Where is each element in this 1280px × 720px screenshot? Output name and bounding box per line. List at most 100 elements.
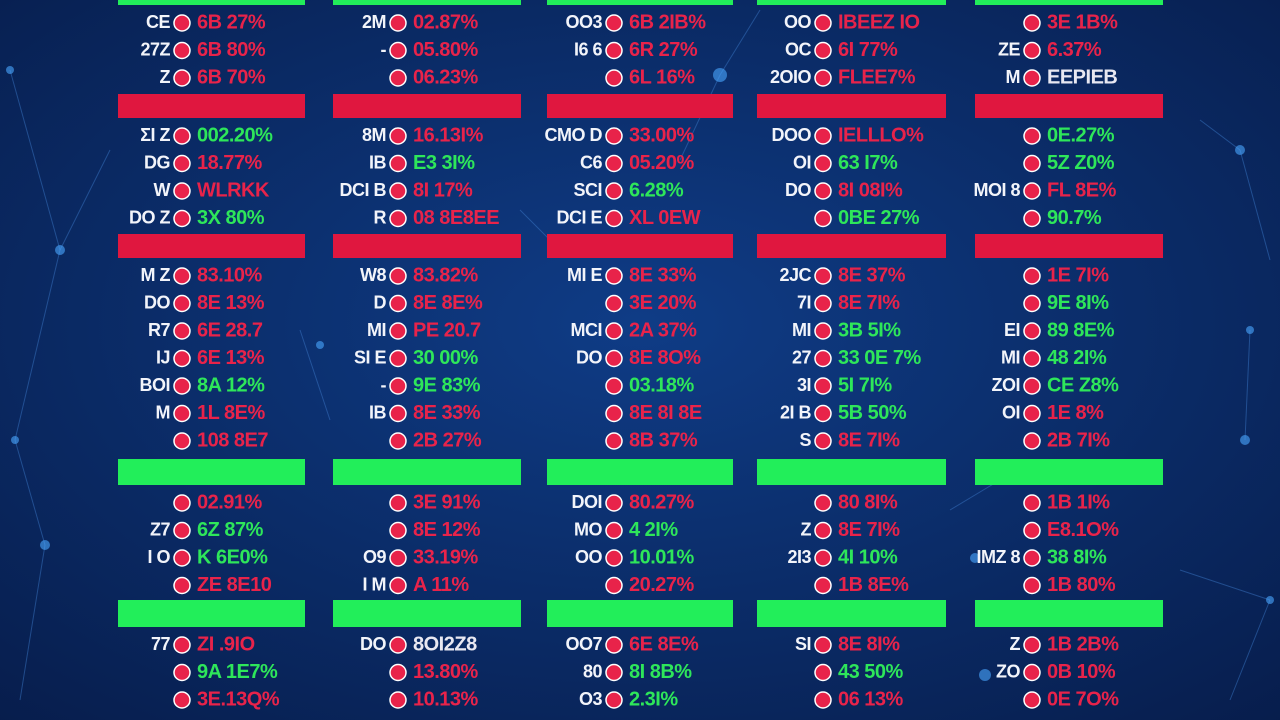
ticker-change: 8E 8E%	[413, 292, 483, 314]
ticker-change: E3 3I%	[413, 152, 475, 174]
ticker-change: 06 13%	[838, 688, 904, 710]
network-decoration	[6, 9, 1274, 701]
ticker-change: 10.13%	[413, 688, 479, 710]
ticker-change: EEPIEB	[1047, 66, 1117, 88]
ticker-icon	[389, 294, 407, 313]
ticker-icon	[814, 322, 832, 340]
ticker-change: IELLLO%	[838, 124, 924, 146]
ticker-symbol: 27Z	[140, 39, 170, 59]
section-bar	[547, 234, 733, 258]
ticker-icon	[389, 41, 407, 60]
ticker-change: 8E 12%	[413, 519, 481, 541]
ticker-change: 2.3I%	[629, 688, 678, 710]
ticker-change: 3B 5I%	[838, 319, 901, 341]
section-bar	[333, 234, 521, 258]
ticker-change: 02.87%	[413, 11, 479, 33]
section-bar	[333, 600, 521, 627]
ticker-icon	[173, 432, 191, 450]
ticker-change: ZI .9IO	[197, 633, 255, 655]
ticker-icon	[389, 209, 407, 228]
ticker-change: 80.27%	[629, 491, 695, 513]
ticker-icon	[173, 14, 191, 32]
ticker-symbol: O9	[363, 547, 387, 567]
section-bar	[333, 94, 521, 118]
ticker-icon	[1023, 209, 1041, 228]
ticker-icon	[1023, 494, 1041, 512]
ticker-change: ZE 8E10	[197, 574, 272, 596]
ticker-change: 8E 7I%	[838, 519, 900, 541]
ticker-change: 8E 13%	[197, 292, 265, 314]
ticker-change: 02.91%	[197, 491, 263, 513]
ticker-icon	[605, 404, 623, 423]
ticker-symbol: O3	[579, 689, 603, 709]
ticker-symbol: ZOI	[992, 375, 1021, 395]
ticker-symbol: MI E	[567, 265, 602, 285]
section-bar	[757, 0, 946, 5]
ticker-icon	[173, 377, 191, 395]
ticker-symbol: BOI	[139, 375, 170, 395]
ticker-icon	[389, 404, 407, 423]
ticker-icon	[605, 41, 623, 60]
ticker-change: 33.00%	[629, 124, 695, 146]
ticker-symbol: M Z	[141, 265, 171, 285]
ticker-icon	[1023, 691, 1041, 709]
ticker-change: 6L 16%	[629, 66, 695, 88]
ticker-change: 6E 28.7	[197, 319, 263, 341]
ticker-symbol: 27	[792, 347, 812, 367]
ticker-change: 03.18%	[629, 374, 695, 396]
ticker-icon	[1023, 349, 1041, 368]
ticker-symbol: DO	[144, 292, 170, 312]
ticker-change: 6I 77%	[838, 39, 898, 61]
ticker-icon	[605, 69, 623, 87]
ticker-symbol: Z	[801, 519, 812, 539]
ticker-change: 8B 37%	[629, 429, 698, 451]
ticker-icon	[605, 294, 623, 313]
section-bar	[757, 94, 946, 118]
ticker-symbol: OI	[793, 152, 811, 172]
ticker-change: 3E 91%	[413, 491, 481, 513]
ticker-symbol: 80	[583, 661, 603, 681]
ticker-change: 8E 7I%	[838, 429, 900, 451]
ticker-symbol: ZO	[996, 661, 1020, 681]
ticker-symbol: OO7	[565, 634, 602, 654]
ticker-change: 6.28%	[629, 179, 684, 201]
ticker-symbol: 8M	[362, 125, 386, 145]
ticker-icon	[173, 69, 191, 87]
ticker-symbol: IJ	[156, 347, 170, 367]
ticker-symbol: MI	[792, 320, 811, 340]
ticker-icon	[814, 404, 832, 423]
ticker-change: 6E 13%	[197, 347, 265, 369]
ticker-change: 05.80%	[413, 39, 479, 61]
ticker-icon	[1023, 549, 1041, 567]
ticker-symbol: R	[374, 207, 387, 227]
ticker-symbol: DOI	[571, 492, 602, 512]
ticker-symbol: Z	[1010, 634, 1021, 654]
ticker-icon	[605, 349, 623, 368]
ticker-change: K 6E0%	[197, 546, 268, 568]
ticker-symbol: -	[381, 375, 387, 395]
ticker-change: 5Z Z0%	[1047, 152, 1115, 174]
ticker-icon	[173, 294, 191, 313]
ticker-symbol: I O	[147, 547, 170, 567]
ticker-icon	[605, 127, 623, 145]
ticker-symbol: OO	[784, 12, 812, 32]
ticker-change: 6B 2IB%	[629, 11, 706, 33]
ticker-change: 80 8I%	[838, 491, 898, 513]
ticker-icon	[1023, 322, 1041, 340]
ticker-symbol: ZE	[998, 39, 1020, 59]
ticker-icon	[814, 494, 832, 512]
ticker-change: 63 I7%	[838, 152, 898, 174]
ticker-icon	[1023, 267, 1041, 285]
ticker-change: 6B 80%	[197, 39, 266, 61]
ticker-icon	[173, 636, 191, 654]
ticker-change: WLRKK	[197, 179, 270, 201]
ticker-symbol: 3I	[797, 375, 811, 395]
ticker-change: 1L 8E%	[197, 402, 265, 424]
ticker-icon	[605, 209, 623, 228]
ticker-change: 108 8E7	[197, 429, 268, 451]
ticker-icon	[814, 576, 832, 595]
section-bar	[975, 600, 1163, 627]
ticker-symbol: M	[156, 402, 171, 422]
ticker-symbol: ΣI Z	[140, 125, 170, 145]
ticker-icon	[814, 349, 832, 368]
